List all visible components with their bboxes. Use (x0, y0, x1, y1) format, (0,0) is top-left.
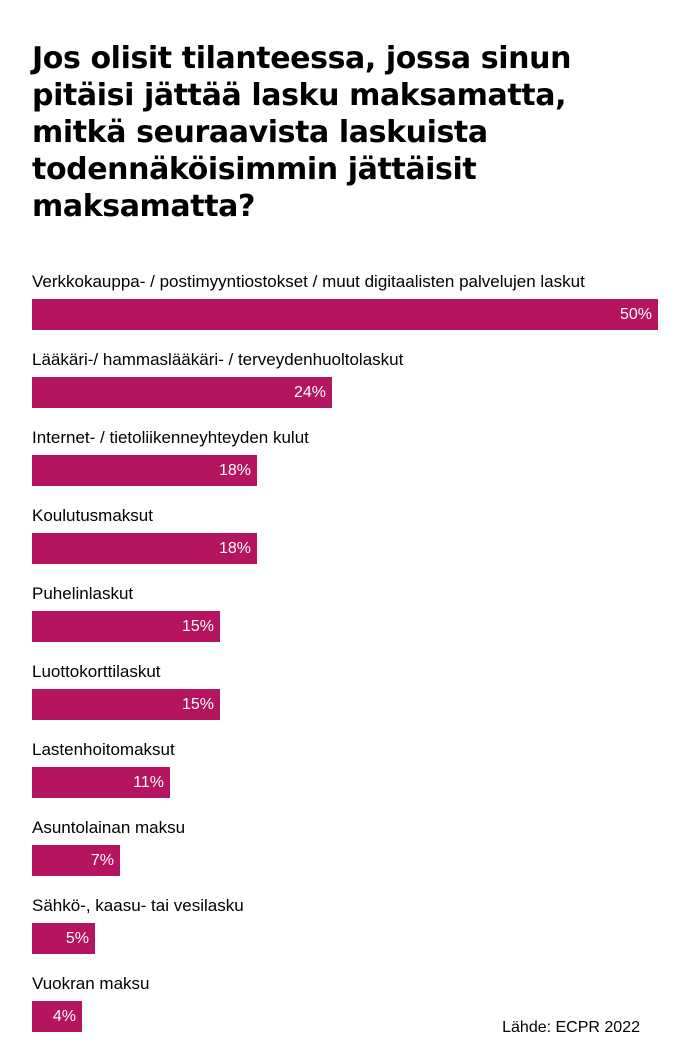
value-label: 15% (181, 696, 214, 713)
bar: 11% (32, 767, 170, 798)
chart-title: Jos olisit tilanteessa, jossa sinun pitä… (32, 41, 572, 224)
value-label: 50% (619, 306, 652, 323)
category-label: Internet- / tietoliikenneyhteyden kulut (32, 428, 309, 447)
category-label: Verkkokauppa- / postimyyntiostokset / mu… (32, 272, 585, 291)
source-note: Lähde: ECPR 2022 (502, 1019, 640, 1036)
value-label: 5% (65, 930, 89, 947)
value-label: 18% (218, 540, 251, 557)
bar: 15% (32, 611, 220, 642)
bar: 5% (32, 923, 95, 954)
category-label: Lastenhoitomaksut (32, 740, 175, 759)
bar: 24% (32, 377, 332, 408)
category-label: Luottokorttilaskut (32, 662, 161, 681)
value-label: 7% (90, 852, 114, 869)
category-label: Lääkäri-/ hammaslääkäri- / terveydenhuol… (32, 350, 404, 369)
category-label: Puhelinlaskut (32, 584, 134, 603)
bar: 18% (32, 455, 257, 486)
value-label: 18% (218, 462, 251, 479)
category-label: Vuokran maksu (32, 974, 150, 993)
value-label: 4% (52, 1008, 76, 1025)
category-label: Sähkö-, kaasu- tai vesilasku (32, 896, 244, 915)
bar: 18% (32, 533, 257, 564)
category-label: Asuntolainan maksu (32, 818, 186, 837)
bar: 50% (32, 299, 658, 330)
bar: 4% (32, 1001, 82, 1032)
bar: 15% (32, 689, 220, 720)
value-label: 11% (133, 774, 164, 791)
category-label: Koulutusmaksut (32, 506, 153, 525)
value-label: 15% (181, 618, 214, 635)
bar: 7% (32, 845, 120, 876)
value-label: 24% (293, 384, 326, 401)
